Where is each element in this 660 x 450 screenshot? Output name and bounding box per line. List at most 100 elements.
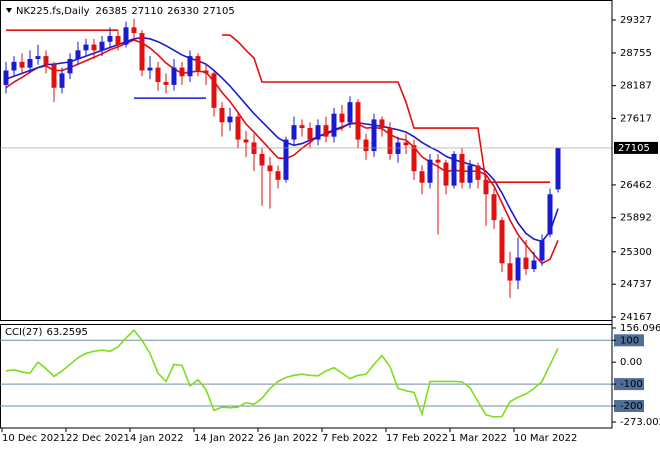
- candle-body: [155, 67, 161, 83]
- close-value: 27105: [203, 6, 235, 17]
- x-tick-label: 10 Mar 2022: [514, 433, 577, 444]
- candle-body: [91, 44, 97, 51]
- candle-body: [451, 153, 457, 186]
- candle-body: [427, 159, 433, 183]
- x-tick-label: 17 Feb 2022: [386, 433, 448, 444]
- candle-body: [219, 107, 225, 123]
- symbol: NK225.fs,Daily: [16, 6, 90, 17]
- y-tick-label: 26462: [620, 180, 652, 191]
- candle-body: [27, 58, 33, 68]
- candle-body: [507, 263, 513, 281]
- y-tick-label: 24167: [620, 312, 652, 323]
- candle-body: [355, 102, 361, 140]
- y-tick-label: -100: [620, 379, 643, 390]
- header: NK225.fs,Daily 26385 27110 26330 27105: [16, 6, 235, 17]
- candle-body: [467, 165, 473, 183]
- candle-body: [195, 56, 201, 71]
- candle-body: [403, 142, 409, 146]
- candle-body: [291, 125, 297, 140]
- y-tick-label: 25892: [620, 213, 652, 224]
- candle-body: [539, 240, 545, 261]
- candle-body: [67, 58, 73, 74]
- candle-body: [83, 44, 89, 51]
- high-value: 27110: [131, 6, 163, 17]
- candle-body: [483, 179, 489, 195]
- indicator-line: [222, 34, 550, 183]
- y-tick-label: 27617: [620, 113, 652, 124]
- level-box: [614, 378, 644, 391]
- candle-body: [163, 82, 169, 85]
- candle-body: [547, 194, 553, 235]
- price-label: 27105: [618, 143, 650, 154]
- indicator-line: [5, 36, 559, 243]
- y-tick-label: 28755: [620, 48, 652, 59]
- y-tick-label: 25300: [620, 247, 652, 258]
- level-box: [614, 400, 644, 413]
- x-tick-label: 14 Jan 2022: [194, 433, 254, 444]
- candle-body: [371, 119, 377, 152]
- cci-value: 63.2595: [46, 327, 87, 338]
- candle-body: [363, 139, 369, 152]
- candle-body: [515, 257, 521, 281]
- candle-body: [51, 64, 57, 88]
- candle-body: [59, 73, 65, 88]
- y-tick-label: -273.0024: [620, 417, 660, 428]
- candle-body: [203, 70, 209, 74]
- candle-body: [419, 171, 425, 183]
- candle-body: [275, 171, 281, 180]
- candle-body: [123, 27, 129, 45]
- y-tick-label: 100: [620, 335, 639, 346]
- level-box: [614, 334, 644, 347]
- candle-body: [235, 116, 241, 140]
- candle-body: [435, 159, 441, 163]
- x-tick-label: 1 Mar 2022: [450, 433, 507, 444]
- candle-body: [307, 128, 313, 140]
- candle-body: [523, 257, 529, 270]
- x-tick-label: 26 Jan 2022: [258, 433, 318, 444]
- x-tick-label: 10 Dec 2021: [2, 433, 66, 444]
- candle-body: [179, 67, 185, 77]
- cci-header: CCI(27) 63.2595: [5, 327, 88, 338]
- candle-body: [131, 27, 137, 34]
- open-value: 26385: [96, 6, 128, 17]
- y-tick-label: 156.0965: [620, 323, 660, 334]
- y-tick-label: 28187: [620, 81, 652, 92]
- x-tick-label: 22 Dec 2021: [66, 433, 130, 444]
- low-value: 26330: [167, 6, 199, 17]
- y-tick-label: -200: [620, 401, 643, 412]
- candle-body: [491, 194, 497, 221]
- candle-body: [555, 147, 561, 190]
- candle-body: [187, 56, 193, 77]
- candle-body: [283, 139, 289, 180]
- candle-body: [475, 165, 481, 180]
- candle-body: [139, 33, 145, 71]
- indicator-line: [5, 39, 559, 265]
- candle-body: [339, 113, 345, 123]
- candle-body: [99, 41, 105, 51]
- candle-body: [347, 102, 353, 123]
- candle-body: [531, 260, 537, 270]
- cci-line: [5, 329, 559, 418]
- candle-body: [227, 116, 233, 123]
- y-tick-label: 0.00: [620, 357, 642, 368]
- candle-body: [259, 153, 265, 166]
- price-box: [614, 141, 658, 154]
- candle-body: [299, 125, 305, 129]
- candle-body: [243, 139, 249, 143]
- candle-body: [3, 70, 9, 85]
- x-tick-label: 4 Jan 2022: [130, 433, 184, 444]
- candle-body: [147, 67, 153, 71]
- candle-body: [411, 145, 417, 172]
- candle-body: [315, 125, 321, 140]
- candle-body: [171, 67, 177, 85]
- candle-body: [387, 128, 393, 154]
- y-tick-label: 29327: [620, 15, 652, 26]
- candle-body: [459, 153, 465, 183]
- y-tick-label: 24737: [620, 279, 652, 290]
- candle-body: [323, 125, 329, 137]
- candle-body: [115, 35, 121, 45]
- collapse-icon: [6, 8, 12, 13]
- candle-body: [379, 119, 385, 129]
- candle-body: [267, 165, 273, 172]
